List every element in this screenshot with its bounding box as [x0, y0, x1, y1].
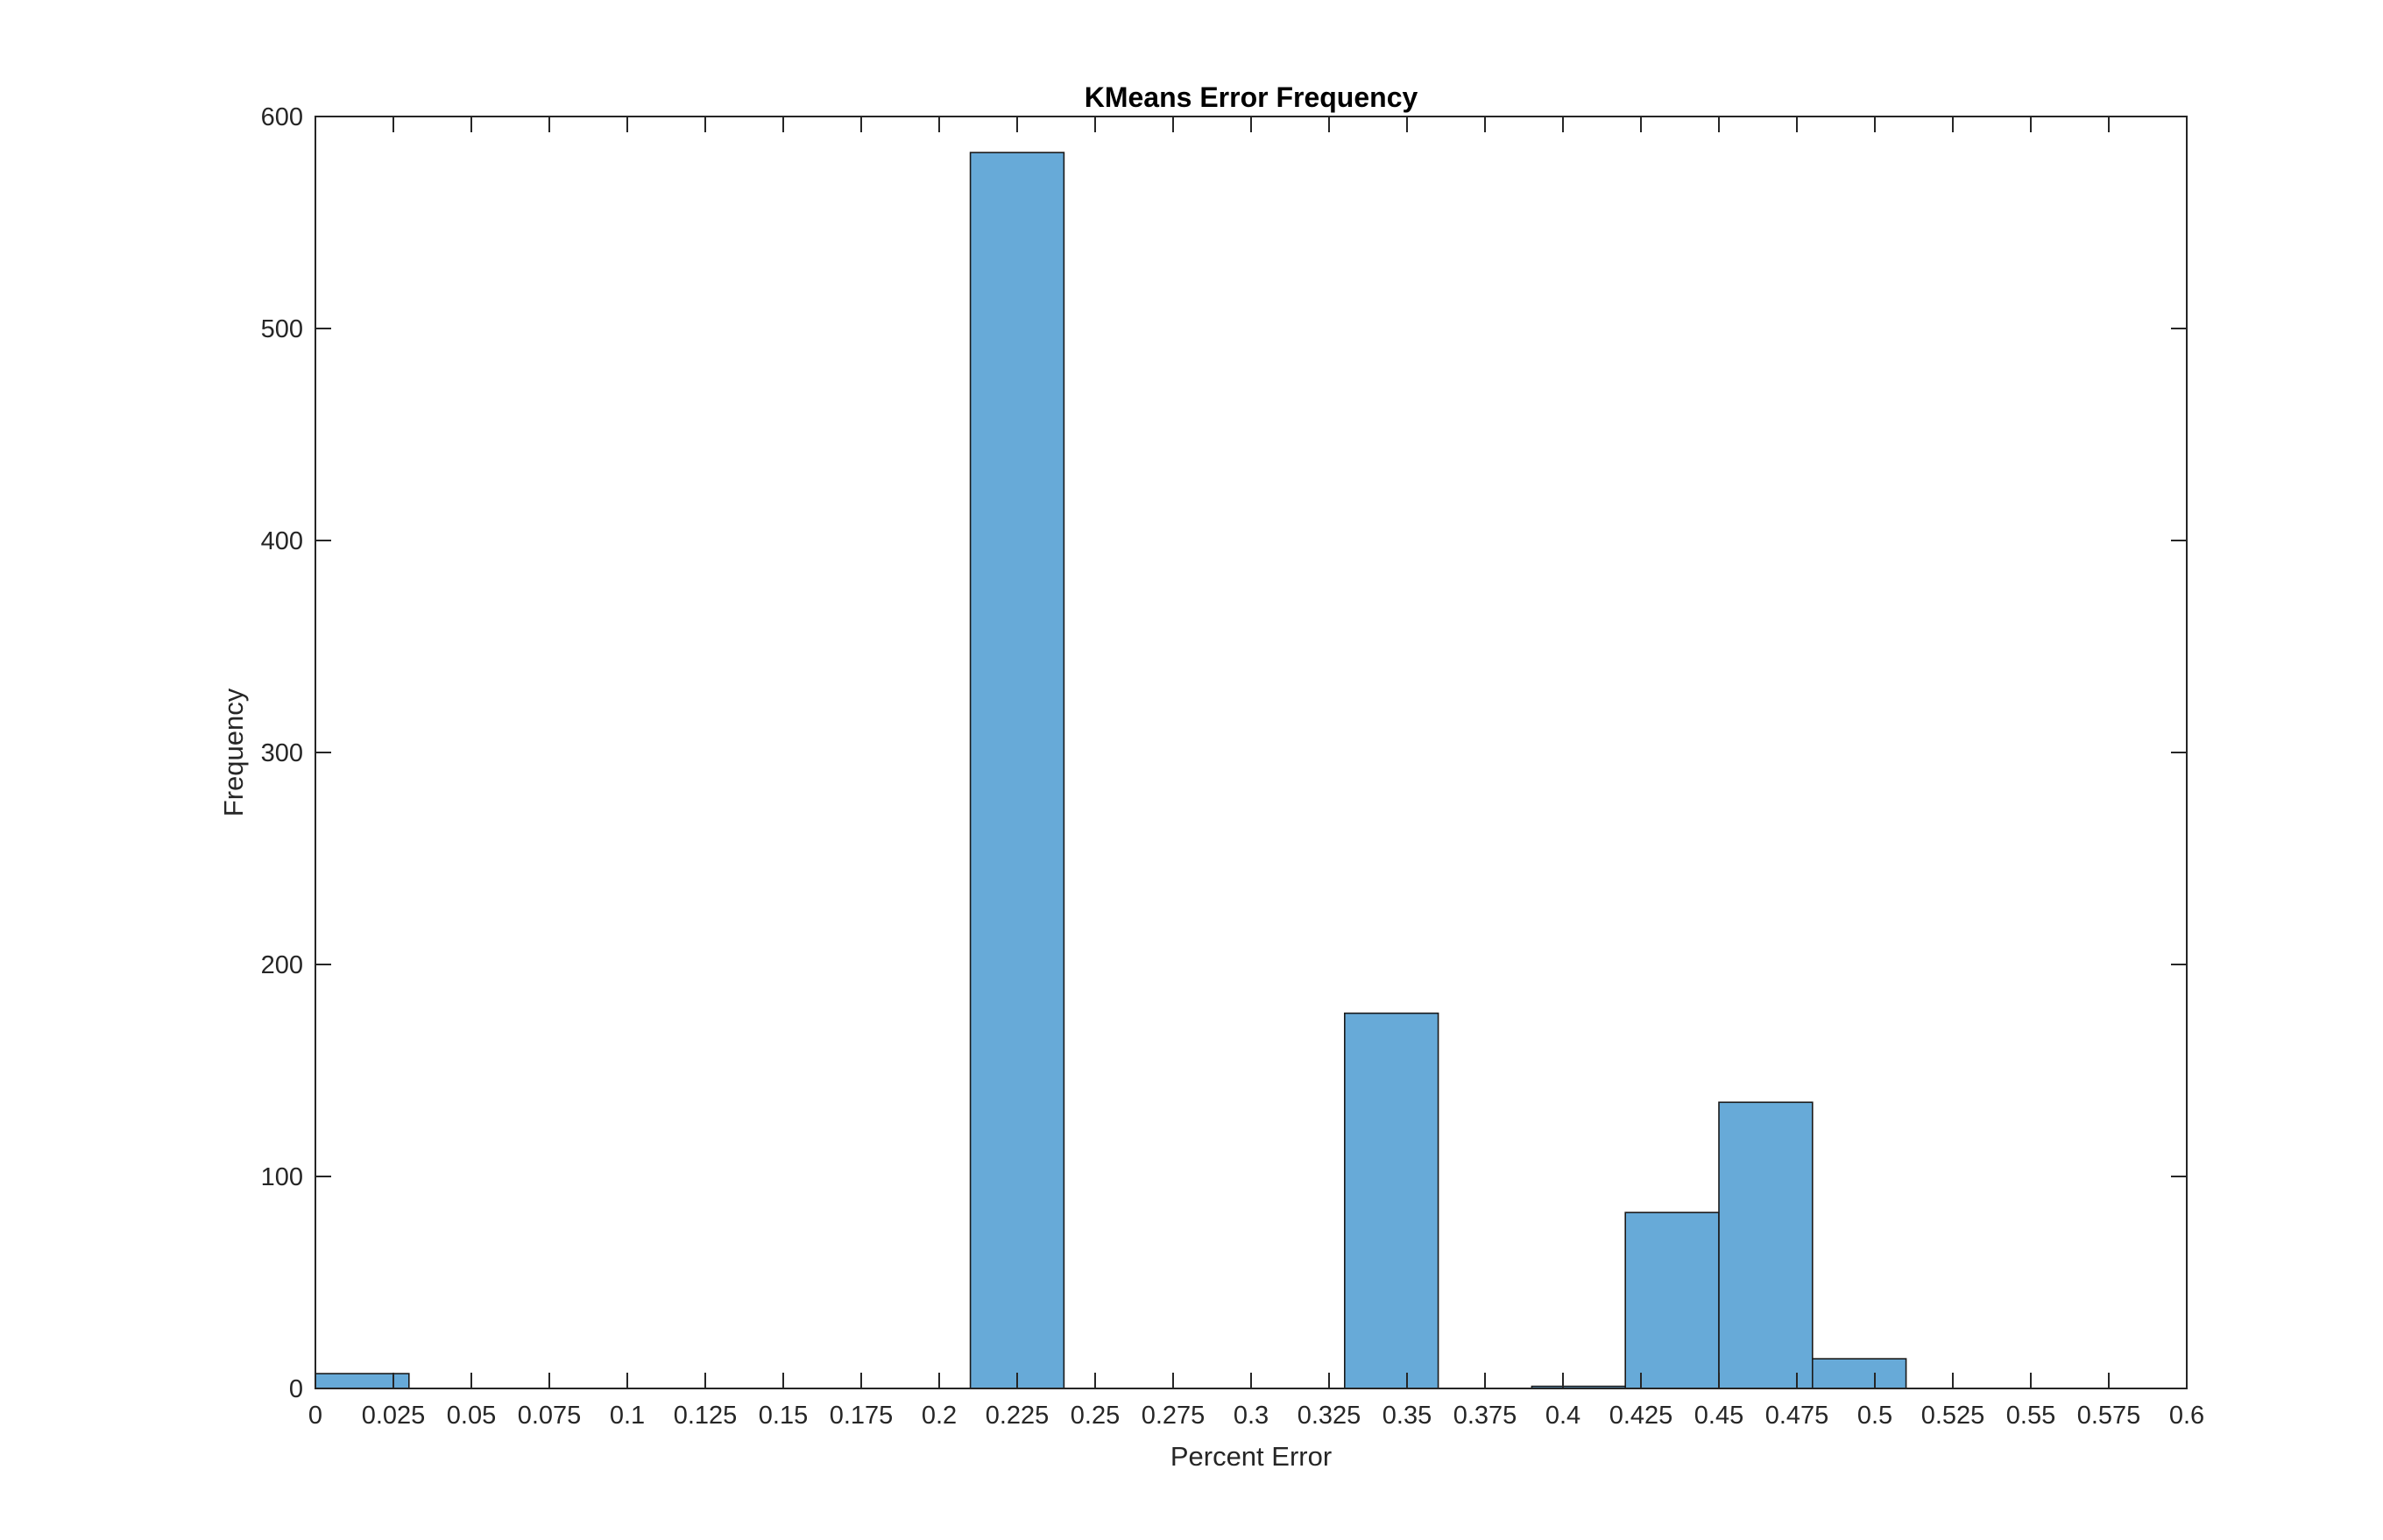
plot-area-box	[315, 116, 2188, 1389]
y-tick-label-4: 400	[261, 527, 303, 555]
histogram-bar-1	[969, 152, 1065, 1389]
x-tick-label-1: 0.025	[362, 1402, 426, 1430]
x-tick-label-15: 0.375	[1453, 1402, 1517, 1430]
x-tick-label-16: 0.4	[1545, 1402, 1580, 1430]
x-tick-label-0: 0	[308, 1402, 322, 1430]
x-tick-label-18: 0.45	[1694, 1402, 1743, 1430]
x-tick-label-24: 0.6	[2169, 1402, 2204, 1430]
y-tick-label-0: 0	[289, 1375, 303, 1403]
y-tick-label-3: 300	[261, 739, 303, 767]
ticks-group	[315, 116, 2188, 1389]
x-tick-label-22: 0.55	[2006, 1402, 2055, 1430]
bars-group	[315, 152, 1907, 1389]
x-tick-label-17: 0.425	[1609, 1402, 1673, 1430]
x-tick-label-14: 0.35	[1382, 1402, 1432, 1430]
x-tick-label-19: 0.475	[1765, 1402, 1829, 1430]
x-tick-label-13: 0.325	[1298, 1402, 1361, 1430]
x-tick-label-10: 0.25	[1071, 1402, 1120, 1430]
y-tick-labels: 0 100 200 300 400 500 600	[261, 103, 303, 1403]
x-tick-label-11: 0.275	[1142, 1402, 1206, 1430]
histogram-bar-2	[1344, 1012, 1439, 1389]
histogram-bar-4	[1624, 1212, 1720, 1389]
y-axis-title: Frequency	[218, 688, 249, 816]
x-tick-label-20: 0.5	[1857, 1402, 1892, 1430]
histogram-bar-5	[1718, 1101, 1814, 1389]
x-tick-label-8: 0.2	[922, 1402, 957, 1430]
x-tick-label-23: 0.575	[2077, 1402, 2141, 1430]
x-axis-title: Percent Error	[1170, 1441, 1332, 1472]
x-tick-label-5: 0.125	[674, 1402, 738, 1430]
histogram-bar-0	[315, 1373, 410, 1389]
x-tick-label-12: 0.3	[1234, 1402, 1269, 1430]
y-tick-label-2: 200	[261, 951, 303, 979]
x-tick-label-9: 0.225	[986, 1402, 1050, 1430]
x-tick-labels: 0 0.025 0.05 0.075 0.1 0.125 0.15 0.175 0.2 0.225…	[308, 1402, 2204, 1430]
x-tick-label-4: 0.1	[610, 1402, 645, 1430]
chart-title: KMeans Error Frequency	[1085, 81, 1418, 113]
y-tick-label-5: 500	[261, 315, 303, 343]
histogram-bar-6	[1812, 1358, 1907, 1389]
x-tick-label-21: 0.525	[1921, 1402, 1985, 1430]
x-tick-label-3: 0.075	[518, 1402, 582, 1430]
y-tick-label-6: 600	[261, 103, 303, 131]
x-tick-label-6: 0.15	[759, 1402, 808, 1430]
x-tick-label-7: 0.175	[830, 1402, 894, 1430]
x-tick-label-2: 0.05	[447, 1402, 496, 1430]
y-tick-label-1: 100	[261, 1163, 303, 1191]
